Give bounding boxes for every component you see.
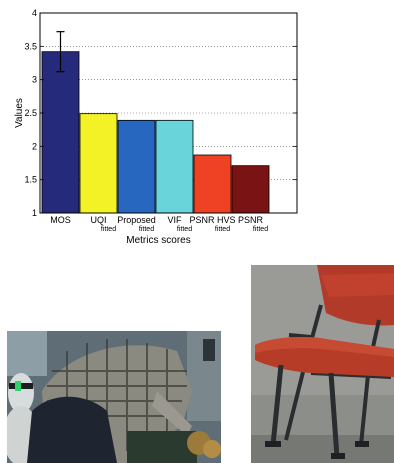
bar-uqi xyxy=(79,113,118,214)
x-tick-label: UQI xyxy=(90,215,106,225)
bar-mos xyxy=(41,51,80,214)
bars xyxy=(41,31,270,214)
y-tick-label: 3 xyxy=(32,75,37,85)
y-axis-label: Values xyxy=(14,98,25,128)
y-tick-label: 2 xyxy=(32,141,37,151)
bar-proposed xyxy=(117,119,156,214)
bar-vif xyxy=(155,119,194,214)
bar-psnr-hvs xyxy=(193,154,232,214)
x-tick-label: PSNR HVS xyxy=(189,215,235,225)
red-chair-photo xyxy=(251,265,394,463)
x-tick-sublabel: fitted xyxy=(101,226,116,233)
y-tick-label: 4 xyxy=(32,8,37,18)
y-tick-label: 1.5 xyxy=(24,175,37,185)
x-tick-sublabel: fitted xyxy=(253,226,268,233)
x-tick-label: VIF xyxy=(167,215,182,225)
x-tick-label: MOS xyxy=(50,215,71,225)
x-tick-sublabel: fitted xyxy=(139,226,154,233)
axes xyxy=(39,12,298,214)
plot-frame xyxy=(39,12,298,214)
x-axis-label: Metrics scores xyxy=(126,235,190,246)
y-tick-label: 2.5 xyxy=(24,108,37,118)
x-tick-label: Proposed xyxy=(117,215,156,225)
bar-psnr xyxy=(231,165,270,214)
x-tick-sublabel: fitted xyxy=(177,226,192,233)
x-tick-label: PSNR xyxy=(238,215,264,225)
office-person-photo xyxy=(7,331,221,463)
y-tick-label: 1 xyxy=(32,208,37,218)
x-tick-sublabel: fitted xyxy=(215,226,230,233)
y-tick-label: 3.5 xyxy=(24,41,37,51)
